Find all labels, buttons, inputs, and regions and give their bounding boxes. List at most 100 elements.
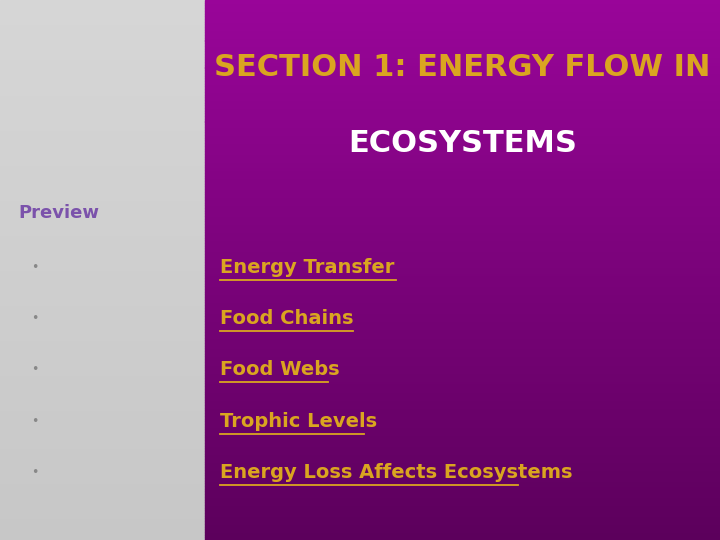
Bar [205, 462, 720, 464]
Bar [205, 392, 720, 394]
Bar [0, 243, 205, 246]
Bar [205, 294, 720, 297]
Bar [0, 486, 205, 489]
Bar [0, 267, 205, 270]
Text: ECOSYSTEMS: ECOSYSTEMS [348, 129, 577, 158]
Bar [0, 340, 205, 343]
Bar [0, 184, 205, 186]
Bar [205, 273, 720, 275]
Bar [0, 397, 205, 400]
Bar [205, 516, 720, 518]
Bar [205, 316, 720, 319]
Bar [205, 292, 720, 294]
Bar [0, 59, 205, 62]
Bar [205, 105, 720, 108]
Bar [205, 329, 720, 332]
Bar [0, 327, 205, 329]
Bar [0, 448, 205, 451]
Bar [205, 340, 720, 343]
Bar [0, 143, 205, 146]
Bar [205, 370, 720, 373]
Text: Preview: Preview [18, 204, 99, 222]
Bar [205, 173, 720, 176]
Bar [0, 208, 205, 211]
Bar [205, 259, 720, 262]
Bar [0, 178, 205, 181]
Bar [205, 14, 720, 16]
Bar [0, 367, 205, 370]
Bar [0, 70, 205, 73]
Bar [205, 397, 720, 400]
Bar [205, 275, 720, 278]
Bar [205, 427, 720, 429]
Bar [0, 254, 205, 256]
Bar [205, 240, 720, 243]
Bar [205, 491, 720, 494]
Bar [0, 270, 205, 273]
Bar [205, 246, 720, 248]
Bar [0, 173, 205, 176]
Bar [205, 27, 720, 30]
Bar [205, 354, 720, 356]
Bar [205, 49, 720, 51]
Bar [205, 89, 720, 92]
Bar [205, 464, 720, 467]
Bar [205, 59, 720, 62]
Bar [205, 230, 720, 232]
Bar [0, 5, 205, 8]
Bar [0, 65, 205, 68]
Bar [0, 230, 205, 232]
Bar [0, 273, 205, 275]
Bar [205, 197, 720, 200]
Bar [205, 262, 720, 265]
Bar [0, 402, 205, 405]
Bar [0, 521, 205, 524]
Bar [205, 373, 720, 375]
Text: •: • [31, 466, 38, 479]
Bar [0, 127, 205, 130]
Bar [0, 481, 205, 483]
Bar [0, 502, 205, 505]
Bar [205, 232, 720, 235]
Bar [0, 389, 205, 392]
Bar [0, 84, 205, 86]
Bar [205, 456, 720, 459]
Bar [205, 65, 720, 68]
Bar [205, 256, 720, 259]
Bar [0, 370, 205, 373]
Bar [205, 472, 720, 475]
Bar [0, 73, 205, 76]
Bar [205, 184, 720, 186]
Bar [205, 24, 720, 27]
Bar [205, 135, 720, 138]
Bar [205, 313, 720, 316]
Bar [0, 221, 205, 224]
Bar [205, 151, 720, 154]
Bar [0, 308, 205, 310]
Bar [205, 130, 720, 132]
Bar [0, 329, 205, 332]
Bar [205, 375, 720, 378]
Bar [0, 343, 205, 346]
Bar [205, 3, 720, 5]
Bar [205, 73, 720, 76]
Bar [0, 51, 205, 54]
Bar [0, 0, 205, 3]
Bar [0, 494, 205, 497]
Bar [0, 351, 205, 354]
Bar [0, 14, 205, 16]
Bar [0, 348, 205, 351]
Bar [0, 240, 205, 243]
Bar [0, 81, 205, 84]
Bar [0, 491, 205, 494]
Bar [0, 289, 205, 292]
Bar [205, 332, 720, 335]
Bar [205, 418, 720, 421]
Bar [0, 443, 205, 445]
Bar [205, 505, 720, 508]
Bar [205, 11, 720, 14]
Bar [0, 467, 205, 470]
Bar [205, 327, 720, 329]
Bar [0, 335, 205, 338]
Bar [205, 289, 720, 292]
